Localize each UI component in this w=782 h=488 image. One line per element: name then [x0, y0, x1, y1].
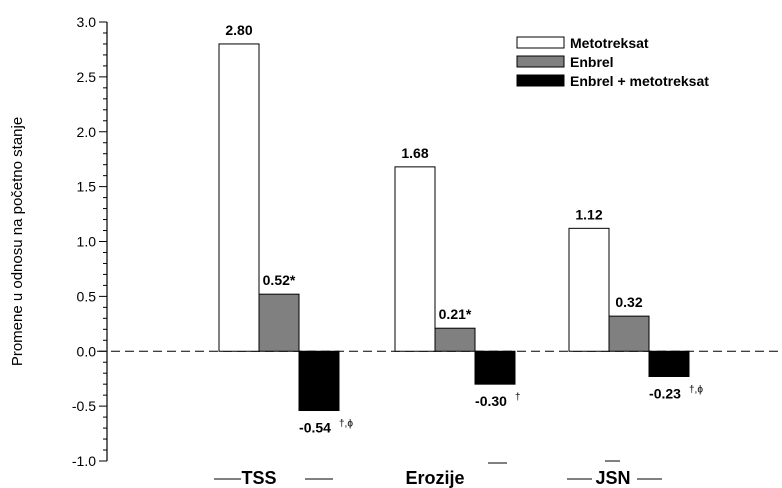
data-label-footnote-mark: †,ϕ — [339, 419, 353, 430]
bar-enbrel-metotreksat — [298, 350, 340, 412]
y-tick-label: 1.0 — [77, 234, 97, 250]
legend-label: Metotreksat — [570, 35, 649, 51]
bar-metotreksat — [568, 227, 610, 352]
y-tick-label: -0.5 — [72, 398, 96, 414]
legend-swatch — [516, 36, 565, 49]
bar-metotreksat — [394, 166, 436, 352]
data-label: 0.52* — [263, 272, 296, 288]
bars — [218, 43, 690, 412]
y-tick-label: 3.0 — [77, 14, 97, 30]
y-tick-label: 1.5 — [77, 179, 97, 195]
y-tick-label: -1.0 — [72, 453, 96, 469]
bar-enbrel — [608, 315, 650, 352]
legend-label: Enbrel — [570, 54, 614, 70]
legend: Metotreksat Enbrel Enbrel + metotreksat — [516, 35, 709, 89]
data-label: 0.21* — [439, 306, 472, 322]
data-label-footnote-mark: †,ϕ — [689, 384, 703, 395]
category-label: JSN — [595, 468, 630, 488]
data-label: 2.80 — [225, 22, 252, 38]
data-labels: 2.80 0.52* -0.54 †,ϕ 1.68 0.21* -0.30 † 1.12 0.32… — [225, 22, 703, 436]
bar-enbrel — [258, 293, 300, 352]
y-tick-label: 0.0 — [77, 343, 97, 359]
bar-enbrel-metotreksat — [474, 350, 516, 385]
category-label: TSS — [241, 468, 276, 488]
y-tick-label: 0.5 — [77, 288, 97, 304]
data-label: -0.30 — [475, 393, 507, 409]
data-label: 1.68 — [401, 145, 428, 161]
category-label: Erozije — [405, 468, 464, 488]
y-tick-label: 2.0 — [77, 124, 97, 140]
legend-swatch — [516, 74, 565, 87]
y-axis-label: Promene u odnosu na početno stanje — [9, 117, 26, 366]
data-label: 1.12 — [575, 206, 602, 222]
data-label: 0.32 — [615, 294, 642, 310]
bar-metotreksat — [218, 43, 260, 352]
legend-label: Enbrel + metotreksat — [570, 73, 709, 89]
data-label: -0.54 — [299, 420, 331, 436]
legend-swatch — [516, 55, 565, 68]
data-label: -0.23 — [649, 385, 681, 401]
bar-enbrel-metotreksat — [648, 350, 690, 377]
y-tick-label: 2.5 — [77, 69, 97, 85]
bar-enbrel — [434, 327, 476, 352]
data-label-footnote-mark: † — [515, 392, 521, 403]
